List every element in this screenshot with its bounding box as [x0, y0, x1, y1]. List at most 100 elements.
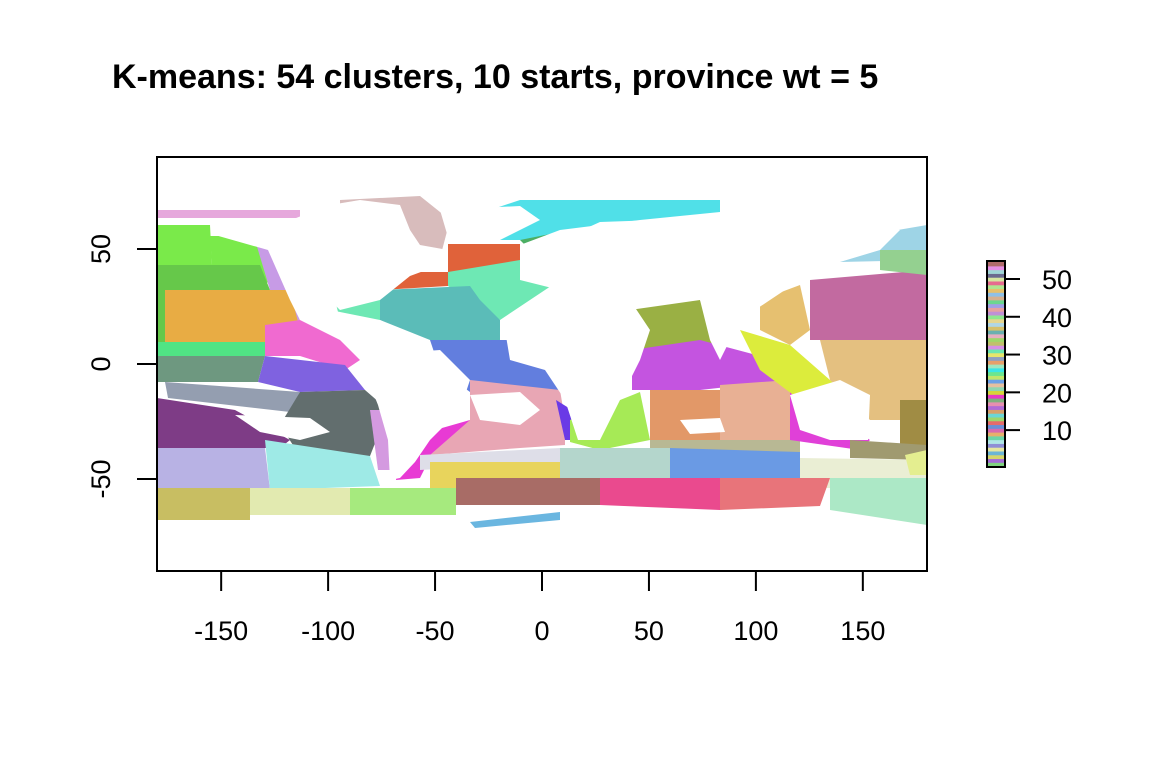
legend-color-segment [988, 420, 1004, 426]
legend-color-segment [988, 413, 1004, 418]
cluster-north-atlantic-teal [380, 286, 500, 340]
x-tick-label: 0 [534, 616, 549, 646]
legend-color-segment [988, 314, 1004, 320]
legend-color-segment [988, 435, 1004, 441]
legend-color-segment [988, 348, 1004, 354]
legend-color-segment [988, 416, 1004, 422]
land-antarctica-patches [235, 415, 330, 440]
x-axis: -150 -100 -50 0 50 100 150 [194, 570, 885, 646]
legend-color-segment [988, 379, 1004, 384]
x-tick-label: 50 [634, 616, 664, 646]
cluster-antarctic-sky [470, 512, 560, 528]
x-tick-label: 100 [733, 616, 778, 646]
legend-color-segment [988, 398, 1004, 403]
cluster-southern-coral [720, 478, 830, 510]
cluster-south-indian-blue [670, 448, 800, 478]
legend-color-segment [988, 405, 1004, 410]
cluster-brazil-magenta [396, 420, 470, 480]
legend-tick-label: 50 [1042, 265, 1072, 295]
legend-color-segment [988, 277, 1004, 282]
legend-color-segment [988, 269, 1004, 274]
legend-color-segment [988, 443, 1004, 448]
legend-color-segment [988, 428, 1004, 433]
cluster-southern-mint [830, 478, 927, 525]
legend-color-segment [988, 371, 1004, 376]
legend-color-segment [988, 307, 1004, 312]
legend-color-segment [988, 296, 1004, 301]
cluster-south-pacific-gray [165, 382, 300, 412]
legend-color-segment [988, 318, 1004, 324]
legend-color-segment [988, 386, 1004, 392]
legend-color-segment [988, 364, 1004, 369]
legend-color-segment [988, 273, 1004, 278]
cluster-subtropical-green [157, 342, 265, 356]
cluster-south-pacific-aqua [265, 440, 380, 490]
legend-color-segment [988, 394, 1004, 399]
legend-color-segment [988, 326, 1004, 331]
legend-color-segment [988, 432, 1004, 437]
cluster-indian-salmon [720, 380, 790, 440]
legend-color-segment [988, 375, 1004, 380]
cluster-southern-pink [600, 478, 720, 510]
cluster-eastern-tropical-pink [265, 320, 360, 370]
cluster-southern-pale-yellow [250, 488, 350, 515]
legend-color-segment [988, 311, 1004, 316]
land-north-america [215, 200, 448, 320]
cluster-south-indian-teal [560, 448, 675, 478]
legend-color-segment [988, 333, 1004, 339]
cluster-arctic-west [157, 210, 300, 218]
land-antarctica-bottom [157, 528, 927, 571]
legend-color-segment [988, 424, 1004, 429]
legend-color-segment [988, 409, 1004, 414]
legend-color-segment [988, 330, 1004, 335]
land-masses [157, 200, 927, 571]
legend-color-segment [988, 292, 1004, 297]
legend-color-segment [988, 450, 1004, 456]
land-central-america [330, 310, 430, 360]
legend-tick-label: 40 [1042, 303, 1072, 333]
legend-color-segment [988, 280, 1004, 286]
legend-color-segment [988, 299, 1004, 305]
legend-color-segment [988, 288, 1004, 293]
land-africa [505, 300, 650, 440]
cluster-south-pacific-violet [157, 398, 290, 448]
cluster-southern-brown [456, 478, 600, 505]
legend-color-segment [988, 337, 1004, 342]
y-tick-label: 0 [86, 356, 116, 371]
land-eurasia [520, 210, 900, 320]
cluster-southern-light-green [350, 488, 456, 515]
cluster-bering-west [157, 225, 212, 265]
land-antarctica-atlantic [470, 392, 540, 425]
x-tick-label: -100 [301, 616, 355, 646]
legend-color-segment [988, 352, 1004, 358]
cluster-north-pacific-green [157, 265, 270, 290]
land-australia [790, 380, 870, 440]
land-india [700, 300, 740, 360]
x-tick-label: -150 [194, 616, 248, 646]
cluster-greenland-sea [490, 200, 720, 240]
map-title: K-means: 54 clusters, 10 starts, provinc… [112, 58, 879, 96]
legend-tick-label: 10 [1042, 416, 1072, 446]
cluster-south-pacific-dark [280, 390, 388, 456]
legend-color-segment [988, 265, 1004, 271]
cluster-southern-khaki [157, 488, 250, 520]
legend-color-segment [988, 345, 1004, 350]
legend-frame [986, 260, 1006, 468]
legend-color-segment [988, 439, 1004, 444]
land-south-america [368, 350, 470, 480]
cluster-south-pacific-lavender [157, 448, 270, 490]
cluster-sea-of-japan [760, 285, 810, 345]
legend-color-segment [988, 447, 1004, 452]
y-tick-label: -50 [86, 459, 116, 498]
cluster-equatorial-gray-green [157, 356, 265, 382]
legend-color-segment [988, 284, 1004, 290]
legend-color-segment [988, 390, 1004, 395]
cluster-nz-lime [905, 450, 927, 475]
cluster-indian-purple [632, 340, 790, 390]
cluster-tasman-olive [900, 400, 927, 445]
legend-tick-label: 20 [1042, 378, 1072, 408]
color-legend: 10 20 30 40 50 [986, 260, 1072, 468]
legend-color-segment [988, 322, 1004, 327]
legend-color-segment [988, 367, 1004, 373]
